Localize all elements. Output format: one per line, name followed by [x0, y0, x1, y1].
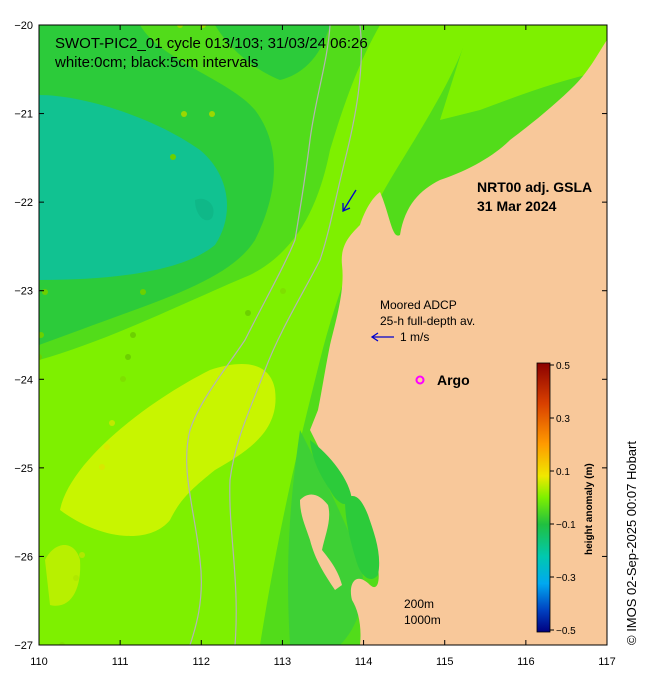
x-tick-label: 112: [193, 656, 211, 668]
land-peninsula: [300, 494, 342, 590]
colorbar-tick-label: 0.5: [556, 361, 570, 372]
product-label-line2: 31 Mar 2024: [477, 198, 557, 214]
anomaly-teal-pocket: [195, 198, 214, 221]
bay-water-east: [310, 440, 352, 505]
swot-point: [120, 376, 126, 382]
x-tick-label: 111: [112, 656, 129, 668]
swot-point: [209, 111, 215, 117]
colorbar-tick-label: −0.1: [556, 520, 576, 531]
swot-point: [79, 552, 85, 558]
x-tick-label: 117: [598, 656, 616, 668]
colorbar-tick-label: 0.3: [556, 414, 570, 425]
isobath-200m: [186, 25, 331, 645]
map-area: [39, 25, 607, 645]
swot-point: [42, 289, 48, 295]
swot-point: [130, 332, 136, 338]
adcp-label-line1: Moored ADCP: [380, 298, 457, 312]
swot-point: [177, 25, 183, 28]
x-tick-label: 115: [436, 656, 454, 668]
swot-point: [73, 575, 79, 581]
isobath-label-1000m: 1000m: [404, 613, 441, 627]
isobath-label-200m: 200m: [404, 597, 434, 611]
y-axis: −20 −21 −22 −23 −24 −25 −26 −27: [14, 20, 607, 652]
colorbar-tick-label: −0.5: [556, 626, 576, 637]
credit-text: © IMOS 02-Sep-2025 00:07 Hobart: [624, 441, 639, 645]
map-title-line1: SWOT-PIC2_01 cycle 013/103; 31/03/24 06:…: [55, 35, 368, 52]
y-tick-label: −27: [14, 640, 33, 652]
swot-point: [39, 354, 42, 360]
swot-point: [125, 354, 131, 360]
swot-point: [109, 420, 115, 426]
x-tick-label: 116: [517, 656, 535, 668]
y-tick-label: −25: [14, 463, 33, 475]
colorbar: 0.5 0.3 0.1 −0.1 −0.3 −0.5 height anomaly (m): [536, 361, 595, 637]
anomaly-green-south: [288, 430, 364, 645]
colorbar-ticks: 0.5 0.3 0.1 −0.1 −0.3 −0.5: [550, 361, 576, 637]
colorbar-tick-label: −0.3: [556, 573, 576, 584]
swot-point: [280, 288, 286, 294]
plot-frame: [38, 24, 608, 646]
adcp-scale-arrow: [370, 332, 394, 342]
y-tick-label: −22: [14, 197, 33, 209]
map-title-line2: white:0cm; black:5cm intervals: [54, 54, 258, 71]
x-tick-label: 113: [274, 656, 292, 668]
swot-point: [99, 464, 105, 470]
colorbar-tick-label: 0.1: [556, 467, 570, 478]
land-mass: [310, 25, 607, 645]
swot-point: [39, 332, 44, 338]
argo-marker-icon: [415, 375, 425, 385]
colorbar-title: height anomaly (m): [584, 463, 595, 555]
anomaly-green-north: [215, 25, 330, 80]
swot-point: [181, 111, 187, 117]
adcp-label-line2: 25-h full-depth av.: [380, 314, 475, 328]
y-tick-label: −23: [14, 286, 33, 298]
anomaly-yellow-patch: [60, 364, 276, 537]
colorbar-gradient: [536, 362, 551, 633]
x-tick-label: 114: [355, 656, 373, 668]
swot-point: [104, 444, 110, 450]
y-tick-label: −20: [14, 20, 33, 32]
adcp-scale-label: 1 m/s: [400, 330, 429, 344]
argo-label: Argo: [437, 372, 470, 388]
x-axis: 110 111 112 113 114 115 116 117: [30, 25, 616, 668]
y-tick-label: −21: [14, 109, 33, 121]
swot-point: [245, 310, 251, 316]
isobath-1000m: [229, 25, 362, 645]
bay-water: [345, 495, 380, 580]
anomaly-yellow-south: [45, 545, 81, 606]
anomaly-lime-northeast: [440, 25, 607, 120]
x-tick-label: 110: [30, 656, 48, 668]
adcp-velocity-arrow: [342, 189, 357, 212]
swot-point: [140, 289, 146, 295]
product-label-line1: NRT00 adj. GSLA: [477, 179, 592, 195]
y-tick-label: −24: [14, 374, 33, 386]
swot-point: [59, 642, 65, 645]
anomaly-teal-core: [39, 95, 227, 280]
y-tick-label: −26: [14, 551, 33, 563]
swot-point: [170, 154, 176, 160]
